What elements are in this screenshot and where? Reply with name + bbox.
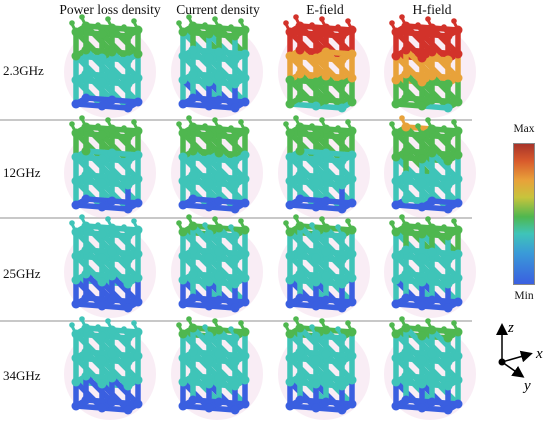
row-divider xyxy=(0,217,472,219)
lattice-render-1-1 xyxy=(169,115,263,219)
lattice-render-1-2 xyxy=(276,115,370,219)
lattice-render-3-3 xyxy=(382,316,476,420)
row-label-12ghz: 12GHz xyxy=(3,165,41,180)
lattice-render-0-0 xyxy=(62,14,156,118)
lattice-render-3-0 xyxy=(62,316,156,420)
column-header-e-field: E-field xyxy=(306,2,344,17)
colorbar: Max Min xyxy=(505,120,545,310)
lattice-render-1-0 xyxy=(62,115,156,219)
lattice-render-1-3 xyxy=(382,115,476,219)
lattice-render-0-2 xyxy=(276,14,370,118)
column-header-power-loss: Power loss density xyxy=(59,2,161,17)
coordinate-axes: z x y xyxy=(488,312,550,420)
lattice-render-2-0 xyxy=(62,214,156,318)
y-axis-label: y xyxy=(522,378,531,394)
lattice-render-3-2 xyxy=(276,316,370,420)
lattice-render-2-2 xyxy=(276,214,370,318)
row-label-34ghz: 34GHz xyxy=(3,368,41,383)
lattice-render-2-3 xyxy=(382,214,476,318)
x-axis-arrow xyxy=(501,350,533,363)
y-axis-arrow xyxy=(501,361,525,378)
lattice-render-2-1 xyxy=(169,214,263,318)
row-label-25ghz: 25GHz xyxy=(3,266,41,281)
lattice-render-0-1 xyxy=(169,14,263,118)
row-divider xyxy=(0,119,472,121)
column-header-h-field: H-field xyxy=(412,2,452,17)
x-axis-label: x xyxy=(535,346,543,362)
row-label-2-3ghz: 2.3GHz xyxy=(3,63,44,78)
colorbar-max-label: Max xyxy=(513,123,535,135)
column-header-current-density: Current density xyxy=(176,2,260,17)
colorbar-min-label: Min xyxy=(514,290,534,302)
row-divider xyxy=(0,320,472,322)
z-axis-label: z xyxy=(507,320,514,336)
lattice-render-3-1 xyxy=(169,316,263,420)
lattice-render-0-3 xyxy=(382,14,476,118)
colorbar-gradient xyxy=(513,143,535,285)
